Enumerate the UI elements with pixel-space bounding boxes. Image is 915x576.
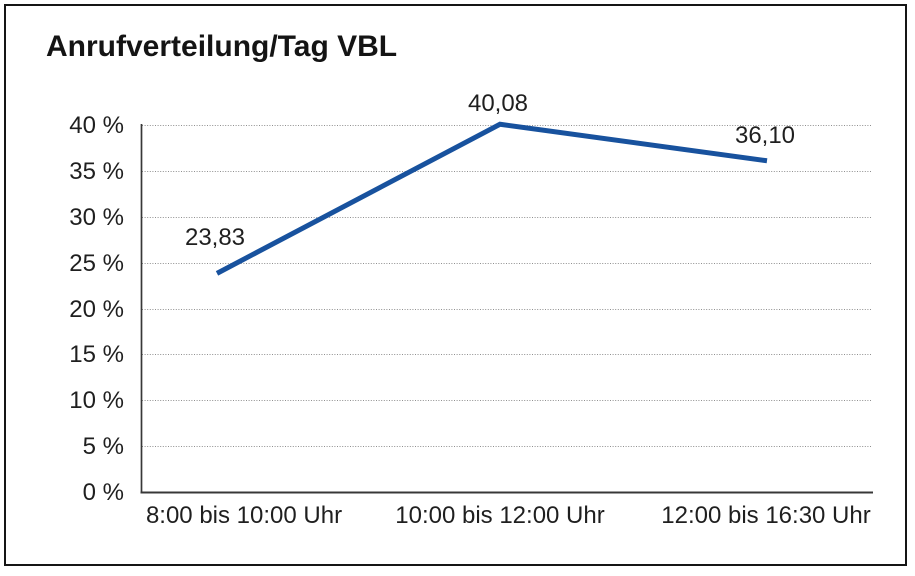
- y-axis-tick-label: 40 %: [69, 112, 124, 139]
- x-axis-category-label: 8:00 bis 10:00 Uhr: [145, 502, 343, 529]
- data-point-label: 36,10: [734, 121, 796, 149]
- y-axis-tick-label: 20 %: [69, 295, 124, 323]
- y-axis-tick-label: 10 %: [69, 387, 124, 415]
- x-axis-category-label: 10:00 bis 12:00 Uhr: [395, 502, 605, 529]
- chart-frame: [4, 4, 907, 566]
- y-axis-tick-label: 30 %: [69, 203, 124, 231]
- x-axis-category-label: 12:00 bis 16:30 Uhr: [661, 502, 871, 529]
- chart-title: Anrufverteilung/Tag VBL: [46, 30, 398, 63]
- y-axis-tick-label: 35 %: [69, 157, 124, 185]
- y-axis-tick-label: 5 %: [82, 433, 124, 461]
- data-point-label: 23,83: [184, 224, 246, 252]
- data-point-label: 40,08: [467, 90, 529, 118]
- series-line: [215, 121, 768, 276]
- y-axis-tick-label: 0 %: [82, 479, 124, 506]
- y-axis-tick-label: 25 %: [69, 249, 124, 277]
- y-axis-tick-label: 15 %: [69, 341, 124, 369]
